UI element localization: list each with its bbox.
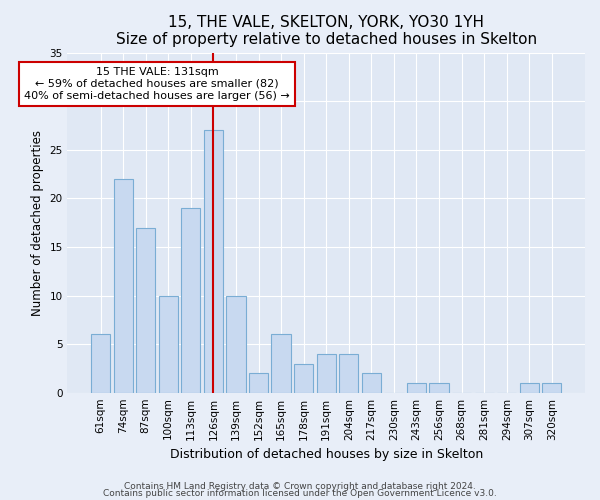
Bar [542,383,562,392]
Bar [317,354,336,393]
Bar [113,179,133,392]
Bar [181,208,200,392]
Bar [249,374,268,392]
Bar [362,374,381,392]
Bar [407,383,426,392]
Bar [204,130,223,392]
Bar [226,296,245,392]
Bar [271,334,290,392]
Bar [91,334,110,392]
Bar [294,364,313,392]
Bar [339,354,358,393]
Text: Contains public sector information licensed under the Open Government Licence v3: Contains public sector information licen… [103,490,497,498]
Bar [136,228,155,392]
Bar [158,296,178,392]
Text: 15 THE VALE: 131sqm
← 59% of detached houses are smaller (82)
40% of semi-detach: 15 THE VALE: 131sqm ← 59% of detached ho… [24,68,290,100]
Title: 15, THE VALE, SKELTON, YORK, YO30 1YH
Size of property relative to detached hous: 15, THE VALE, SKELTON, YORK, YO30 1YH Si… [116,15,537,48]
Bar [430,383,449,392]
Text: Contains HM Land Registry data © Crown copyright and database right 2024.: Contains HM Land Registry data © Crown c… [124,482,476,491]
Y-axis label: Number of detached properties: Number of detached properties [31,130,44,316]
Bar [520,383,539,392]
X-axis label: Distribution of detached houses by size in Skelton: Distribution of detached houses by size … [170,448,483,461]
